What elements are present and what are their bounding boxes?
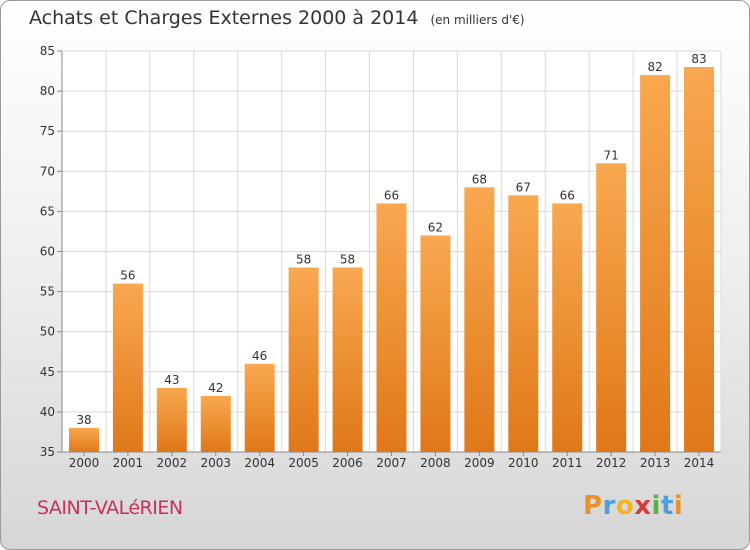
logo-letter: r	[602, 491, 616, 521]
x-tick-label: 2005	[288, 456, 319, 470]
data-label: 56	[120, 269, 135, 283]
bar-2011	[552, 203, 583, 452]
bar-2012	[596, 163, 627, 452]
logo-letter: t	[660, 491, 674, 521]
x-tick-label: 2002	[157, 456, 188, 470]
bar-2010	[508, 195, 539, 453]
y-tick-label: 75	[40, 124, 55, 138]
bar-2006	[332, 267, 363, 452]
y-tick-label: 35	[40, 445, 55, 459]
logo-letter: o	[615, 491, 635, 521]
logo-letter: i	[673, 491, 684, 521]
x-tick-label: 2011	[552, 456, 583, 470]
x-tick-label: 2008	[420, 456, 451, 470]
x-tick-label: 2014	[684, 456, 715, 470]
x-tick-label: 2010	[508, 456, 539, 470]
data-label: 68	[472, 172, 487, 186]
chart-unit: (en milliers d'€)	[430, 13, 525, 27]
y-tick-label: 65	[40, 204, 55, 218]
bar-2001	[112, 283, 143, 452]
data-label: 67	[516, 180, 531, 194]
x-tick-label: 2006	[332, 456, 363, 470]
y-tick-label: 80	[40, 84, 55, 98]
chart-title: Achats et Charges Externes 2000 à 2014	[29, 7, 419, 29]
data-label: 46	[252, 349, 267, 363]
bars	[68, 67, 715, 453]
data-label: 66	[560, 188, 575, 202]
y-tick-label: 40	[40, 405, 55, 419]
data-label: 71	[604, 148, 619, 162]
y-tick-label: 85	[40, 44, 55, 58]
data-label: 58	[296, 253, 311, 267]
data-labels: 38 56 43 42 46 58 58 66 62 68 67 66 71 82 83	[76, 52, 706, 427]
data-label: 66	[384, 188, 399, 202]
x-tick-label: 2003	[200, 456, 231, 470]
data-label: 38	[76, 413, 91, 427]
x-tick-label: 2007	[376, 456, 407, 470]
x-tick-label: 2001	[113, 456, 144, 470]
y-tick-label: 50	[40, 325, 55, 339]
logo-letter: i	[651, 491, 661, 521]
bar-2002	[156, 387, 187, 452]
bar-2008	[420, 235, 451, 452]
data-label: 58	[340, 253, 355, 267]
y-tick-label: 45	[40, 365, 55, 379]
bar-2005	[288, 267, 319, 452]
x-tick-label: 2000	[69, 456, 100, 470]
x-tick-label: 2013	[640, 456, 671, 470]
x-tick-label: 2004	[244, 456, 275, 470]
commune-name: SAINT-VALéRIEN	[37, 497, 183, 519]
data-label: 83	[691, 52, 706, 66]
data-label: 43	[164, 373, 179, 387]
bar-2003	[200, 395, 231, 452]
bar-2014	[684, 67, 715, 452]
bar-2000	[68, 427, 99, 452]
y-tick-label: 60	[40, 245, 55, 259]
x-tick-label: 2009	[464, 456, 495, 470]
logo-letter: P	[583, 491, 603, 521]
bar-2013	[640, 75, 671, 452]
data-label: 42	[208, 381, 223, 395]
chart-title-block: Achats et Charges Externes 2000 à 2014 (e…	[29, 7, 525, 29]
data-label: 82	[647, 60, 662, 74]
y-tick-label: 55	[40, 285, 55, 299]
bar-2009	[464, 187, 495, 452]
y-tick-label: 70	[40, 164, 55, 178]
bar-2004	[244, 363, 275, 452]
logo-letter: x	[634, 491, 652, 521]
x-tick-label: 2012	[596, 456, 627, 470]
proxiti-logo: Proxiti	[583, 491, 683, 521]
data-label: 62	[428, 220, 443, 234]
bar-2007	[376, 203, 407, 452]
